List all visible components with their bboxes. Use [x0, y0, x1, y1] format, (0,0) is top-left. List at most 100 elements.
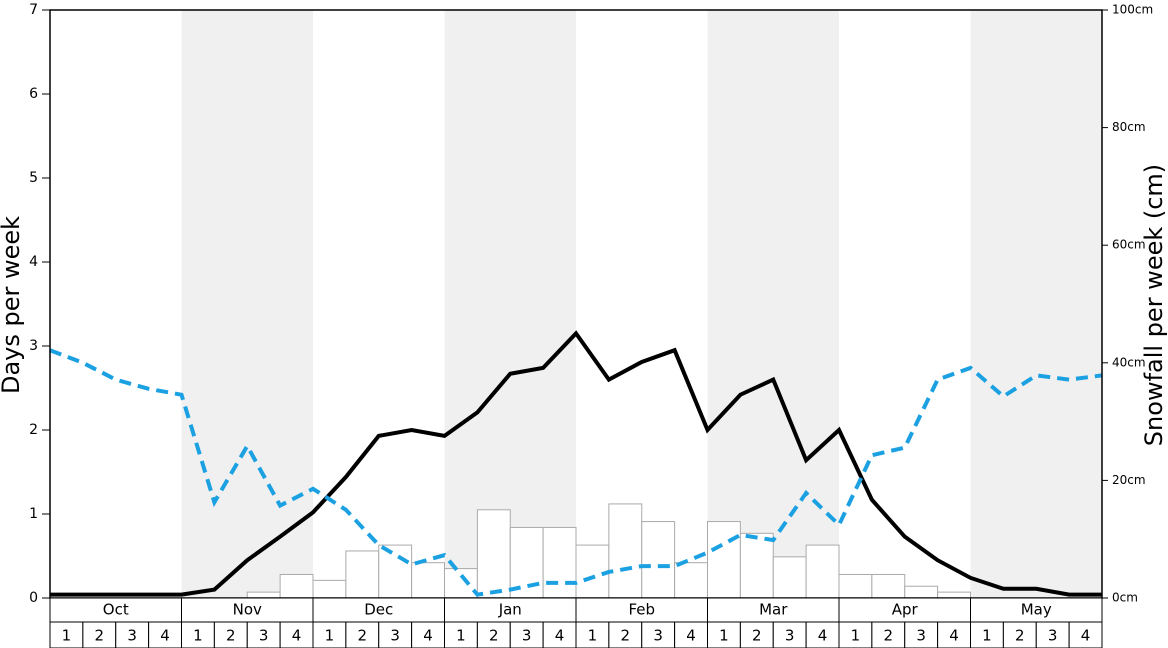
- x-tick-label: 3: [259, 627, 269, 645]
- x-tick-label: 3: [522, 627, 532, 645]
- week-cell: [49, 621, 84, 648]
- month-cell: [707, 597, 840, 623]
- bar: [246, 591, 281, 599]
- x-tick-label: 3: [390, 627, 400, 645]
- month-cell: [970, 597, 1103, 623]
- week-cell: [213, 621, 248, 648]
- x-tick-label: 2: [95, 627, 105, 645]
- week-cell: [115, 621, 150, 648]
- bar: [674, 562, 708, 599]
- y2-tick-label: 100cm: [1112, 3, 1153, 17]
- week-cell: [937, 621, 971, 648]
- y2-tick-label: 20cm: [1112, 473, 1146, 487]
- x-tick-label: 1: [588, 627, 598, 645]
- x-tick-label: 4: [423, 627, 433, 645]
- x-tick-label: 2: [358, 627, 368, 645]
- y2-tick-label: 0cm: [1112, 591, 1138, 605]
- y-tick-label: 7: [29, 2, 38, 18]
- x-tick-label: 2: [752, 627, 762, 645]
- bar: [279, 573, 314, 599]
- week-cell: [378, 621, 413, 648]
- y2-tick-label: 60cm: [1112, 238, 1146, 252]
- x-tick-label: 1: [62, 627, 72, 645]
- y-tick-label: 1: [29, 506, 38, 522]
- month-shade: [707, 10, 839, 598]
- bar: [937, 591, 971, 599]
- bar: [871, 573, 906, 599]
- x-tick-label: 2: [489, 627, 499, 645]
- bar: [378, 544, 413, 599]
- x-tick-label: 1: [325, 627, 335, 645]
- x-tick-label: 3: [1048, 627, 1058, 645]
- bar: [542, 526, 577, 599]
- x-tick-label: 3: [653, 627, 663, 645]
- x-tick-label: 4: [292, 627, 302, 645]
- week-cell: [1068, 621, 1103, 648]
- month-label: Jan: [498, 601, 522, 619]
- y-tick-label: 2: [29, 422, 38, 438]
- month-cell: [312, 597, 445, 623]
- line: [50, 330, 1102, 597]
- bar: [608, 503, 643, 599]
- month-shade: [181, 10, 313, 598]
- month-shade: [970, 10, 1102, 598]
- week-cell: [739, 621, 774, 648]
- x-tick-label: 2: [884, 627, 894, 645]
- x-tick-label: 1: [193, 627, 203, 645]
- week-cell: [970, 621, 1004, 648]
- x-tick-label: 3: [785, 627, 795, 645]
- week-cell: [575, 621, 610, 648]
- x-tick-label: 4: [949, 627, 959, 645]
- month-cell: [181, 597, 314, 623]
- bar: [509, 526, 544, 599]
- week-cell: [608, 621, 643, 648]
- bar: [772, 556, 807, 599]
- y2-tick-label: 80cm: [1112, 120, 1146, 134]
- y2-axis-label: Snowfall per week (cm): [1140, 164, 1168, 446]
- bar: [904, 585, 939, 599]
- bar: [411, 562, 445, 599]
- bar: [476, 509, 511, 599]
- week-cell: [181, 621, 215, 648]
- month-label: Mar: [759, 601, 788, 619]
- month-cell: [838, 597, 971, 623]
- bar: [805, 544, 840, 599]
- week-cell: [542, 621, 577, 648]
- month-shade: [444, 10, 576, 598]
- month-label: Nov: [233, 601, 262, 619]
- line: [49, 348, 1103, 597]
- x-tick-label: 3: [916, 627, 926, 645]
- x-tick-label: 1: [851, 627, 861, 645]
- week-cell: [279, 621, 314, 648]
- x-tick-label: 3: [127, 627, 137, 645]
- x-tick-label: 4: [555, 627, 565, 645]
- y-tick-label: 4: [29, 254, 38, 270]
- bar: [345, 550, 380, 599]
- bar: [444, 568, 478, 599]
- bar: [641, 521, 676, 599]
- week-cell: [805, 621, 840, 648]
- x-tick-label: 1: [719, 627, 729, 645]
- y-tick-label: 5: [29, 170, 38, 186]
- x-tick-label: 4: [160, 627, 170, 645]
- bar: [575, 544, 610, 599]
- week-cell: [1035, 621, 1070, 648]
- month-label: Apr: [892, 601, 919, 619]
- month-cell: [444, 597, 577, 623]
- week-cell: [871, 621, 906, 648]
- bar: [312, 579, 347, 599]
- x-tick-label: 2: [226, 627, 236, 645]
- bar: [838, 573, 873, 599]
- month-label: Oct: [103, 601, 129, 619]
- bar: [739, 532, 774, 599]
- y-tick-label: 3: [29, 338, 38, 354]
- x-tick-label: 4: [1081, 627, 1091, 645]
- x-tick-label: 1: [456, 627, 466, 645]
- y2-tick-label: 40cm: [1112, 355, 1146, 369]
- week-cell: [904, 621, 939, 648]
- x-tick-label: 2: [621, 627, 631, 645]
- month-label: Dec: [364, 601, 393, 619]
- week-cell: [772, 621, 807, 648]
- x-tick-label: 2: [1015, 627, 1025, 645]
